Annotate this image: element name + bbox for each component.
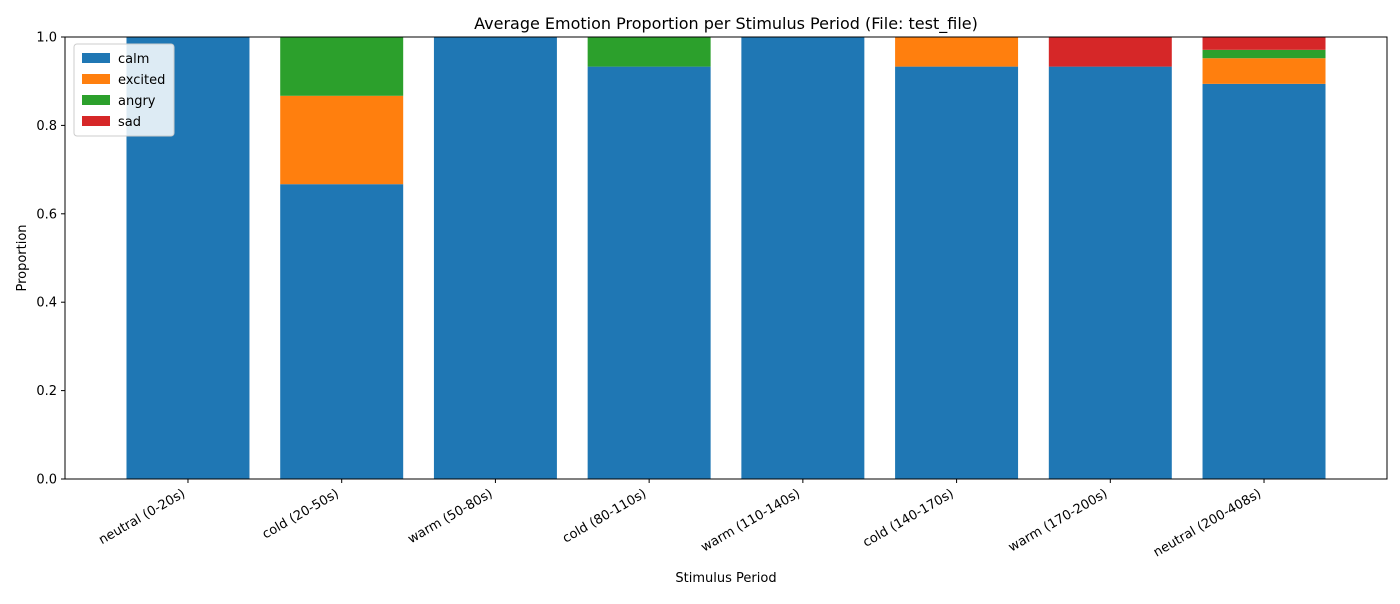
bar-calm-6 (1048, 66, 1172, 480)
bar-calm-3 (587, 66, 711, 480)
chart-title: Average Emotion Proportion per Stimulus … (474, 14, 978, 34)
legend-box (73, 43, 175, 137)
bars-layer (126, 37, 1326, 480)
bar-calm-4 (741, 37, 865, 479)
legend-label-angry: angry (118, 94, 156, 109)
bar-sad-6 (1048, 37, 1172, 67)
x-tick-label-2: warm (50-80s) (405, 486, 495, 547)
legend-swatch-calm (82, 53, 110, 63)
y-tick-label-5: 1.0 (36, 31, 57, 46)
bar-angry-1 (280, 37, 404, 96)
y-tick-label-0: 0.0 (36, 473, 57, 488)
bar-excited-7 (1202, 58, 1326, 84)
bar-angry-7 (1202, 49, 1326, 59)
x-tick-label-3: cold (80-110s) (560, 486, 649, 546)
x-tick-label-0: neutral (0-20s) (96, 486, 188, 548)
bar-calm-7 (1202, 83, 1326, 479)
x-tick-label-5: cold (140-170s) (860, 486, 956, 550)
plot-frame (64, 36, 1388, 480)
bar-angry-3 (587, 37, 711, 67)
y-tick-label-4: 0.8 (36, 119, 57, 134)
legend-label-excited: excited (118, 73, 165, 88)
bar-sad-7 (1202, 37, 1326, 50)
legend-label-calm: calm (118, 52, 149, 67)
legend-swatch-sad (82, 116, 110, 126)
y-tick-label-3: 0.6 (36, 207, 57, 222)
legend: calm excited angry sad (73, 43, 175, 137)
x-tick-label-4: warm (110-140s) (699, 486, 803, 555)
y-tick-label-2: 0.4 (36, 296, 57, 311)
bar-calm-1 (280, 184, 404, 479)
bar-excited-1 (280, 95, 404, 185)
bar-calm-2 (433, 37, 557, 479)
bar-calm-5 (895, 66, 1019, 480)
x-axis-label: Stimulus Period (675, 571, 776, 586)
y-axis-label: Proportion (15, 224, 30, 291)
legend-swatch-angry (82, 95, 110, 105)
x-tick-label-7: neutral (200-408s) (1151, 486, 1264, 560)
legend-label-sad: sad (118, 115, 141, 130)
y-tick-label-1: 0.2 (36, 384, 57, 399)
x-tick-label-1: cold (20-50s) (260, 486, 342, 542)
x-tick-label-6: warm (170-200s) (1006, 486, 1110, 555)
legend-swatch-excited (82, 74, 110, 84)
bar-excited-5 (895, 37, 1019, 67)
